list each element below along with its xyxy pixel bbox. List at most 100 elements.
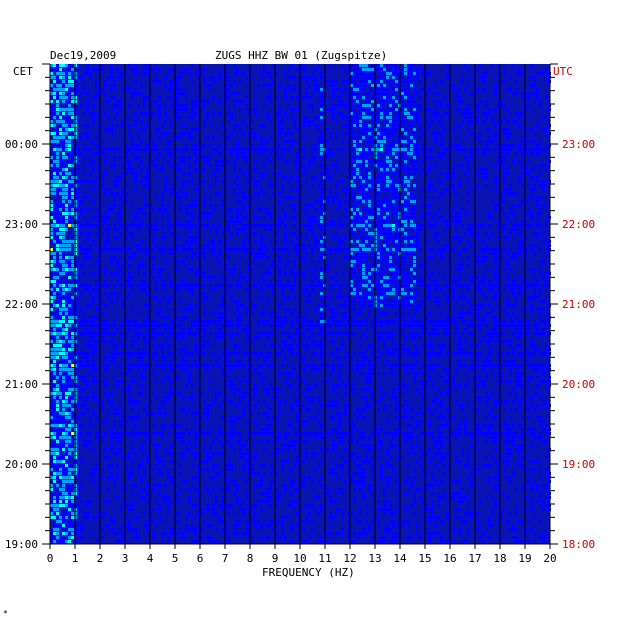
spectrogram-cell <box>65 312 68 315</box>
spectrogram-cell <box>203 168 206 171</box>
spectrogram-cell <box>59 240 62 243</box>
spectrogram-cell <box>254 336 257 339</box>
spectrogram-cell <box>446 244 449 247</box>
spectrogram-cell <box>68 308 71 311</box>
spectrogram-cell <box>509 268 512 271</box>
spectrogram-cell <box>125 116 128 119</box>
spectrogram-cell <box>131 284 134 287</box>
spectrogram-cell <box>134 156 137 159</box>
spectrogram-cell <box>356 248 359 251</box>
spectrogram-cell <box>233 248 236 251</box>
spectrogram-cell <box>314 84 317 87</box>
spectrogram-cell <box>509 232 512 235</box>
spectrogram-cell <box>458 348 461 351</box>
spectrogram-cell <box>392 172 395 175</box>
spectrogram-cell <box>92 324 95 327</box>
spectrogram-cell <box>287 336 290 339</box>
spectrogram-cell <box>446 104 449 107</box>
spectrogram-cell <box>71 340 74 343</box>
spectrogram-cell <box>461 332 464 335</box>
spectrogram-cell <box>257 196 260 199</box>
spectrogram-cell <box>386 164 389 167</box>
spectrogram-cell <box>377 204 380 207</box>
spectrogram-cell <box>143 176 146 179</box>
spectrogram-cell <box>467 192 470 195</box>
spectrogram-cell <box>200 348 203 351</box>
spectrogram-cell <box>359 176 362 179</box>
spectrogram-cell <box>521 308 524 311</box>
spectrogram-cell <box>62 164 65 167</box>
spectrogram-cell <box>338 348 341 351</box>
spectrogram-cell <box>347 120 350 123</box>
spectrogram-cell <box>470 320 473 323</box>
spectrogram-cell <box>110 64 113 67</box>
spectrogram-cell <box>530 304 533 307</box>
spectrogram-cell <box>86 224 89 227</box>
spectrogram-cell <box>65 336 68 339</box>
spectrogram-cell <box>317 344 320 347</box>
spectrogram-cell <box>215 176 218 179</box>
spectrogram-cell <box>272 288 275 291</box>
spectrogram-cell <box>188 308 191 311</box>
spectrogram-cell <box>152 344 155 347</box>
spectrogram-cell <box>485 104 488 107</box>
spectrogram-cell <box>278 172 281 175</box>
spectrogram-cell <box>53 248 56 251</box>
spectrogram-cell <box>284 160 287 163</box>
spectrogram-cell <box>353 332 356 335</box>
spectrogram-cell <box>80 180 83 183</box>
spectrogram-cell <box>359 256 362 259</box>
spectrogram-cell <box>260 240 263 243</box>
spectrogram-cell <box>365 100 368 103</box>
spectrogram-cell <box>122 324 125 327</box>
spectrogram-cell <box>314 308 317 311</box>
spectrogram-cell <box>68 124 71 127</box>
spectrogram-cell <box>113 104 116 107</box>
spectrogram-cell <box>539 172 542 175</box>
spectrogram-cell <box>80 264 83 267</box>
spectrogram-cell <box>320 144 323 147</box>
spectrogram-cell <box>332 224 335 227</box>
spectrogram-cell <box>65 196 68 199</box>
spectrogram-cell <box>350 116 353 119</box>
spectrogram-cell <box>80 332 83 335</box>
spectrogram-cell <box>182 132 185 135</box>
spectrogram-cell <box>371 296 374 299</box>
spectrogram-cell <box>278 320 281 323</box>
spectrogram-cell <box>527 320 530 323</box>
spectrogram-cell <box>365 216 368 219</box>
spectrogram-cell <box>164 132 167 135</box>
spectrogram-cell <box>401 228 404 231</box>
spectrogram-cell <box>296 332 299 335</box>
spectrogram-cell <box>362 216 365 219</box>
spectrogram-cell <box>404 324 407 327</box>
spectrogram-cell <box>161 216 164 219</box>
spectrogram-cell <box>500 324 503 327</box>
spectrogram-cell <box>266 268 269 271</box>
spectrogram-cell <box>392 332 395 335</box>
spectrogram-cell <box>308 292 311 295</box>
spectrogram-cell <box>428 224 431 227</box>
spectrogram-cell <box>155 320 158 323</box>
spectrogram-cell <box>458 96 461 99</box>
spectrogram-cell <box>68 100 71 103</box>
spectrogram-cell <box>191 252 194 255</box>
spectrogram-cell <box>353 136 356 139</box>
spectrogram-cell <box>350 240 353 243</box>
spectrogram-cell <box>296 244 299 247</box>
spectrogram-cell <box>56 180 59 183</box>
spectrogram-cell <box>329 332 332 335</box>
spectrogram-cell <box>437 216 440 219</box>
spectrogram-cell <box>407 184 410 187</box>
spectrogram-cell <box>59 252 62 255</box>
spectrogram-cell <box>56 92 59 95</box>
spectrogram-cell <box>443 320 446 323</box>
spectrogram-cell <box>467 120 470 123</box>
spectrogram-cell <box>338 320 341 323</box>
spectrogram-cell <box>467 332 470 335</box>
spectrogram-cell <box>344 80 347 83</box>
spectrogram-cell <box>125 192 128 195</box>
spectrogram-cell <box>263 344 266 347</box>
spectrogram-cell <box>56 172 59 175</box>
spectrogram-cell <box>296 108 299 111</box>
